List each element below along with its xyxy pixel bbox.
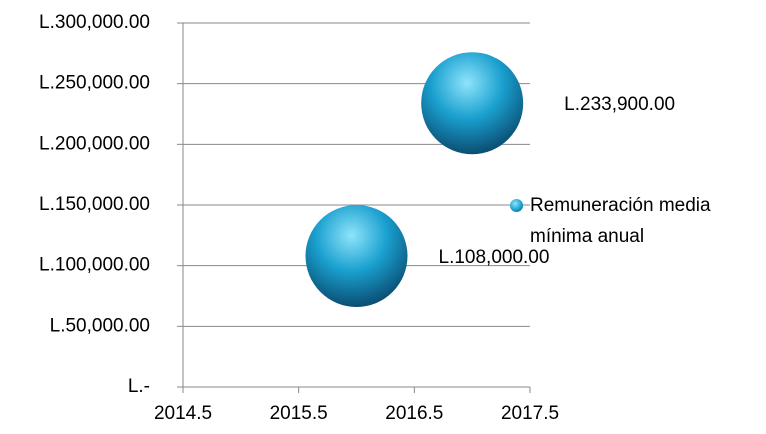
y-tick-label: L.50,000.00 xyxy=(50,315,150,336)
data-label: L.233,900.00 xyxy=(564,94,675,115)
y-tick-label: L.150,000.00 xyxy=(39,194,150,215)
x-tick-label: 2017.5 xyxy=(501,403,559,424)
y-tick-label: L.- xyxy=(128,376,150,397)
x-tick-label: 2015.5 xyxy=(270,403,328,424)
x-tick-label: 2014.5 xyxy=(154,403,212,424)
y-tick-label: L.100,000.00 xyxy=(39,255,150,276)
y-tick-label: L.200,000.00 xyxy=(39,133,150,154)
y-tick-label: L.250,000.00 xyxy=(39,73,150,94)
bubble xyxy=(421,52,524,155)
legend-label: Remuneración media mínima anual xyxy=(530,195,711,247)
legend-marker xyxy=(510,199,523,212)
bubble xyxy=(305,204,408,307)
legend: Remuneración media mínima anual xyxy=(510,190,760,252)
x-tick-label: 2016.5 xyxy=(385,403,443,424)
y-tick-label: L.300,000.00 xyxy=(39,12,150,33)
data-label: L.108,000.00 xyxy=(439,247,550,268)
